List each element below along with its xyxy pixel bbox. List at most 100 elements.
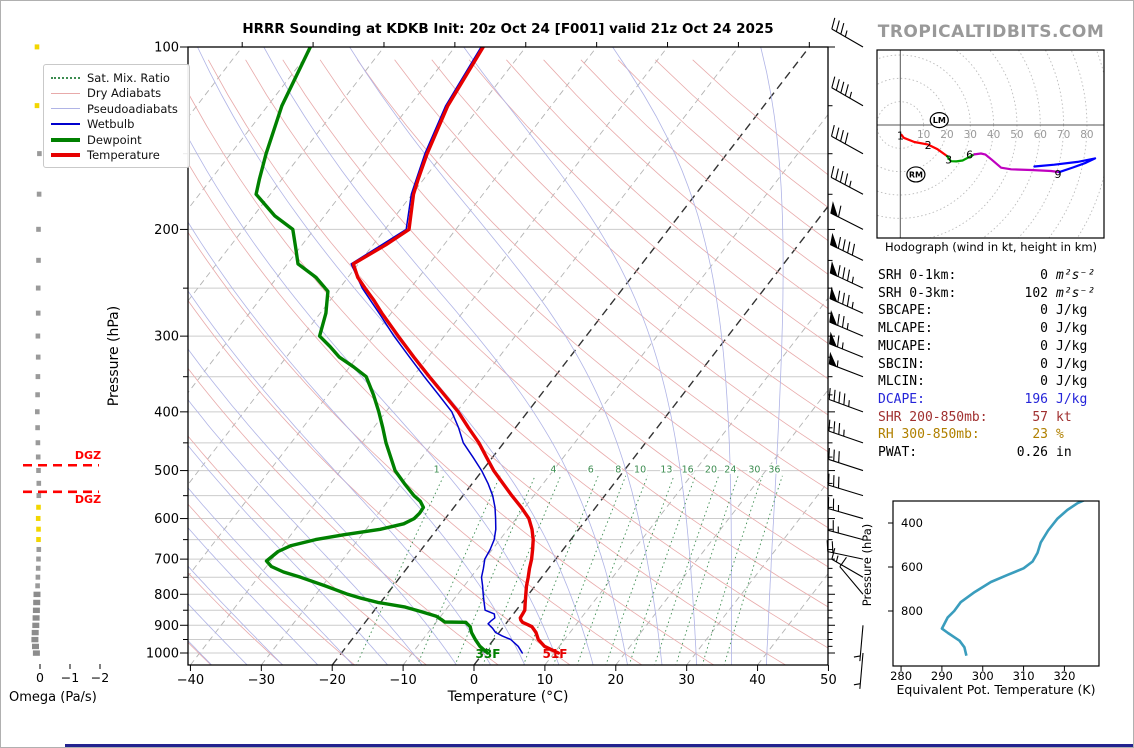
omega-tick-label: 0: [36, 670, 44, 685]
index-spacer: [933, 338, 1040, 356]
temp-tick-label: 50: [820, 673, 837, 688]
mixing-ratio-label: 13: [660, 465, 672, 476]
wind-barb: [829, 260, 864, 289]
pressure-tick-label: 600: [154, 512, 179, 527]
skewt-plot-area: 1 4 6 8 10 13 16 20 24 30 36: [188, 47, 828, 665]
hodograph-ring-label: 10: [917, 129, 930, 141]
index-row-mlcin: MLCIN: 0 J/kg: [878, 373, 1110, 391]
wind-barb: [831, 17, 864, 48]
pressure-axis-label: Pressure (hPa): [106, 305, 122, 407]
temp-tick-label: −30: [248, 673, 275, 688]
pressure-tick-label: 900: [154, 619, 179, 634]
index-row-mlcape: MLCAPE: 0 J/kg: [878, 320, 1110, 338]
hodograph-ring-label: 60: [1034, 129, 1047, 141]
legend-item-sat-mix-ratio: Sat. Mix. Ratio: [51, 70, 183, 86]
index-row-srh-0-3km: SRH 0-3km: 102 m²s⁻²: [878, 285, 1110, 303]
svg-text:RM: RM: [909, 170, 923, 179]
mixing-ratio-label: 24: [724, 465, 736, 476]
mixing-ratio-label: 4: [550, 465, 556, 476]
index-spacer: [988, 409, 1033, 427]
legend-swatch: [51, 153, 80, 158]
surface-temp-label: 51F: [542, 647, 568, 661]
wind-barb: [827, 518, 864, 541]
wind-barb: [830, 166, 864, 195]
thetae-y-tick-label: 600: [901, 560, 923, 574]
hodograph-caption: Hodograph (wind in kt, height in km): [884, 240, 1098, 254]
index-spacer: [925, 373, 1040, 391]
hodograph-height-label: 6: [966, 148, 973, 161]
mixing-ratio-label: 16: [682, 465, 694, 476]
temperature-curve: [351, 47, 561, 655]
wind-barb: [831, 548, 864, 578]
index-spacer: [933, 302, 1040, 320]
wind-barb: [828, 388, 864, 413]
wetbulb-curve: [350, 47, 524, 654]
index-value: 23: [1032, 427, 1048, 443]
omega-axis: 0 −1 −2: [36, 664, 109, 685]
footer-bar: [65, 744, 1133, 747]
legend-swatch: [51, 123, 80, 126]
legend-item-temperature: Temperature: [51, 148, 183, 164]
index-label: MLCAPE:: [878, 321, 933, 337]
svg-text:LM: LM: [933, 116, 946, 125]
isobar-gridlines: [188, 47, 828, 654]
legend-item-wetbulb: Wetbulb: [51, 117, 183, 133]
index-label: SBCAPE:: [878, 303, 933, 319]
dewpoint-curve: [254, 47, 490, 655]
index-unit: in: [1056, 445, 1072, 461]
index-row-dcape: DCAPE: 196 J/kg: [878, 391, 1110, 409]
legend-item-pseudoadiabats: Pseudoadiabats: [51, 101, 183, 117]
index-value: 0: [1040, 303, 1048, 319]
skewt-ticks: [180, 42, 835, 671]
hodograph-trace-6-9km: [973, 152, 1061, 174]
mixing-ratio-label: 6: [588, 465, 594, 476]
temp-tick-label: −10: [389, 673, 416, 688]
temperature-axis-label: Temperature (°C): [447, 689, 569, 705]
wind-barb: [828, 419, 864, 444]
index-value: 0: [1040, 374, 1048, 390]
dgz-label-upper: DGZ: [74, 449, 102, 462]
dgz-lines: [23, 463, 99, 494]
hodograph-height-label: 2: [925, 139, 932, 152]
legend-item-label: Dewpoint: [87, 132, 142, 147]
index-spacer: [980, 426, 1033, 444]
thetae-curve: [940, 501, 1086, 657]
hodograph-ring-label: 20: [940, 129, 953, 141]
mixing-ratio-label: 1: [434, 465, 440, 476]
index-label: MUCAPE:: [878, 338, 933, 354]
wind-barb: [831, 76, 864, 107]
legend-item-dewpoint: Dewpoint: [51, 132, 183, 148]
isotherm-lines: [188, 47, 828, 665]
index-unit: J/kg: [1056, 338, 1088, 354]
hodograph-trace-0-3km: [900, 133, 949, 158]
thetae-x-tick-label: 300: [972, 669, 994, 683]
mixing-ratio-labels: 1 4 6 8 10 13 16 20 24 30 36: [432, 463, 782, 477]
index-label: SHR 200-850mb:: [878, 409, 988, 425]
hodograph-marker-LM: LM: [929, 112, 949, 129]
pressure-tick-label: 1000: [146, 647, 179, 662]
temp-tick-label: 0: [470, 673, 478, 688]
thetae-pressure-axis-label: Pressure (hPa): [860, 523, 874, 607]
thetae-y-tick-label: 800: [901, 604, 923, 618]
hodograph-ring-label: 80: [1080, 129, 1093, 141]
legend-swatch: [51, 92, 80, 94]
thetae-x-tick-label: 280: [890, 669, 912, 683]
pressure-tick-label: 700: [154, 553, 179, 568]
index-row-pwat: PWAT: 0.26 in: [878, 444, 1110, 462]
hodograph-height-label: 1: [897, 130, 904, 143]
index-value: 102: [1024, 285, 1048, 301]
index-unit: %: [1056, 427, 1064, 443]
hodograph-ring-label: 40: [987, 129, 1000, 141]
legend-item-label: Dry Adiabats: [87, 86, 162, 101]
hodograph-height-label: 3: [945, 154, 952, 167]
index-unit: m²s⁻²: [1056, 268, 1096, 283]
index-unit: kt: [1056, 409, 1072, 425]
omega-profile: [31, 44, 42, 656]
mixing-ratio-label: 36: [768, 465, 780, 476]
index-unit: J/kg: [1056, 391, 1088, 407]
index-spacer: [956, 267, 1040, 285]
wind-barb: [828, 351, 864, 378]
temp-tick-label: 20: [608, 673, 625, 688]
index-unit: m²s⁻²: [1056, 285, 1096, 301]
wind-barbs: [826, 17, 864, 689]
